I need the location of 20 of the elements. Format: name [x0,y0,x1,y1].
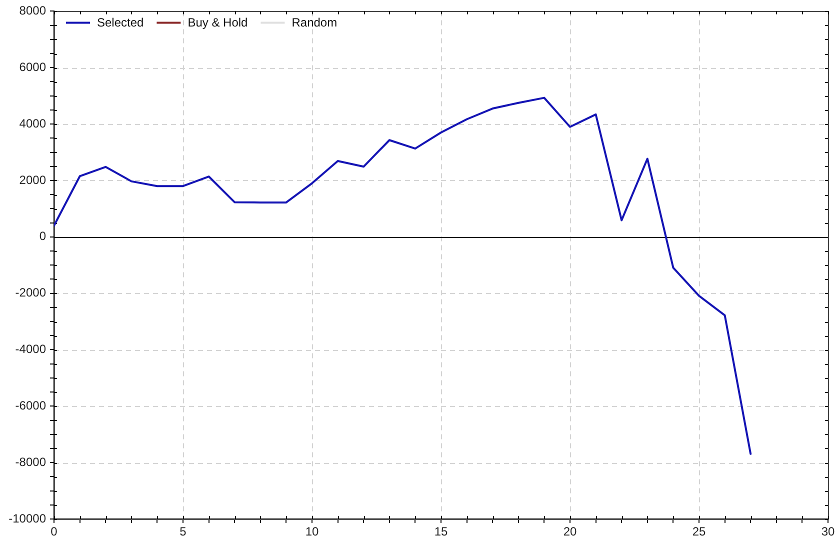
x-tick-label: 15 [434,524,448,539]
legend-label: Selected [97,16,144,30]
legend-label: Buy & Hold [188,16,248,30]
y-tick-label: 0 [39,229,46,244]
legend-label: Random [292,16,338,30]
y-tick-label: 4000 [19,116,46,130]
y-tick-label: 2000 [19,172,46,187]
x-tick-label: 10 [305,524,319,539]
y-tick-label: -10000 [8,511,46,526]
y-tick-label: 6000 [19,60,46,74]
y-tick-label: 8000 [19,4,46,18]
y-tick-label: -8000 [15,454,46,469]
x-tick-label: 5 [180,524,187,539]
x-tick-label: 30 [821,524,835,539]
y-tick-label: -2000 [15,286,46,300]
x-tick-label: 25 [692,524,706,539]
y-tick-label: -6000 [15,398,46,412]
x-tick-label: 20 [563,524,577,539]
x-tick-label: 0 [50,524,58,539]
y-tick-label: -4000 [15,342,46,356]
